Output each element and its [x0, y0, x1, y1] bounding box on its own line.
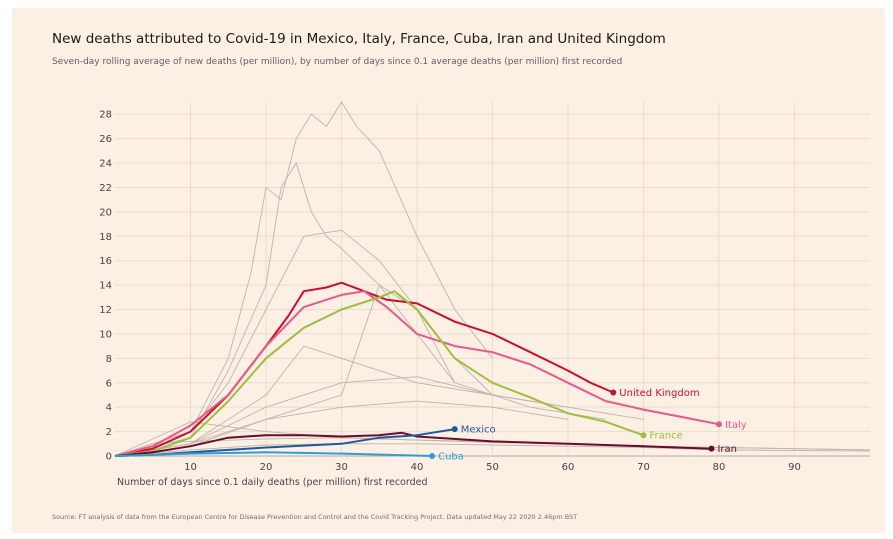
y-tick-label: 8 [106, 354, 112, 365]
x-tick-label: 20 [260, 462, 273, 473]
y-tick-label: 12 [99, 305, 112, 316]
y-tick-label: 4 [106, 403, 112, 414]
iran-line [114, 431, 712, 457]
x-axis-label: Number of days since 0.1 daily deaths (p… [117, 477, 428, 488]
y-tick-label: 26 [99, 134, 112, 145]
cuba-line [114, 451, 433, 457]
x-tick-label: 10 [184, 462, 197, 473]
mexico-end-marker [451, 426, 458, 433]
y-tick-label: 10 [99, 329, 112, 340]
x-tick-label: 80 [713, 462, 726, 473]
cuba-label: Cuba [438, 452, 464, 463]
chart-source: Source: FT analysis of data from the Eur… [52, 513, 578, 521]
iran-label: Iran [717, 444, 737, 455]
italy-label: Italy [725, 420, 747, 431]
france-line [114, 290, 644, 457]
y-tick-label: 0 [106, 452, 112, 463]
x-tick-label: 40 [411, 462, 424, 473]
italy-end-marker [716, 421, 722, 428]
background-country-line [114, 161, 456, 457]
y-tick-label: 2 [106, 427, 112, 438]
france-label: France [650, 431, 683, 442]
background-country-line [114, 376, 644, 457]
cuba-end-marker [429, 453, 436, 459]
background-country-line [114, 284, 606, 457]
chart-title: New deaths attributed to Covid-19 in Mex… [52, 31, 666, 47]
united-kingdom-end-marker [610, 389, 617, 396]
y-tick-label: 16 [99, 256, 112, 267]
chart-subtitle: Seven-day rolling average of new deaths … [52, 57, 623, 67]
background-country-line [114, 345, 569, 457]
y-tick-label: 28 [99, 110, 112, 121]
x-tick-label: 50 [486, 462, 499, 473]
y-tick-label: 24 [99, 159, 112, 170]
y-tick-label: 20 [99, 207, 112, 218]
background-country-line [114, 443, 871, 457]
iran-end-marker [708, 445, 715, 452]
background-country-line [114, 229, 493, 457]
x-tick-label: 60 [562, 462, 575, 473]
background-country-line [114, 101, 493, 457]
mexico-label: Mexico [461, 425, 496, 436]
y-tick-label: 18 [99, 232, 112, 243]
x-tick-label: 90 [788, 462, 801, 473]
x-tick-label: 70 [637, 462, 650, 473]
x-tick-label: 30 [335, 462, 348, 473]
italy-line [114, 290, 720, 457]
y-tick-label: 22 [99, 183, 112, 194]
france-end-marker [640, 432, 647, 439]
y-tick-label: 6 [106, 378, 112, 389]
united-kingdom-label: United Kingdom [619, 388, 699, 399]
y-tick-label: 14 [99, 281, 112, 292]
